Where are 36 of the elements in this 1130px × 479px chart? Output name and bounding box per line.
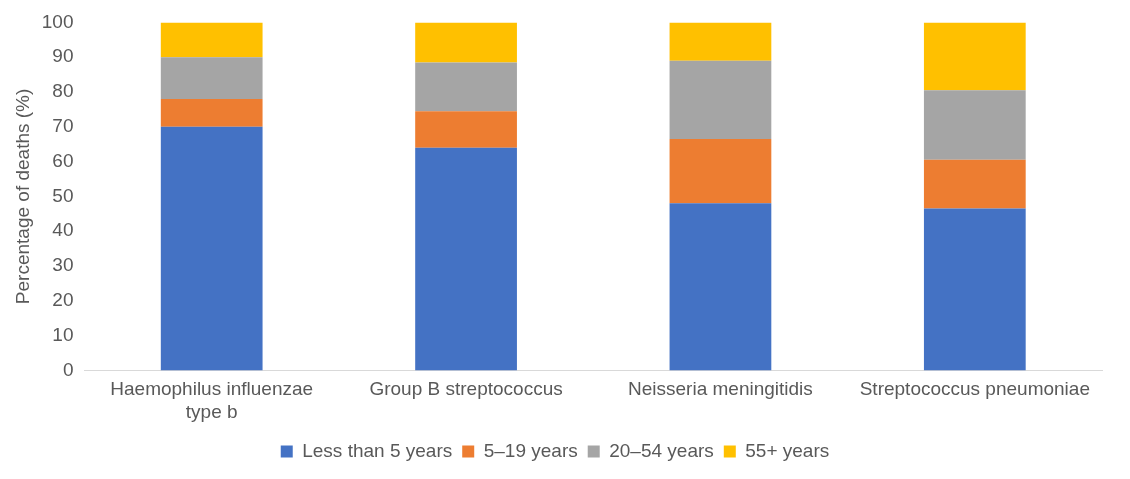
y-tick-label: 70 <box>52 115 74 137</box>
y-tick-label: 60 <box>52 149 74 171</box>
y-tick-label: 20 <box>52 289 74 311</box>
bar <box>415 147 517 371</box>
bar <box>160 22 263 58</box>
y-axis-title: Percentage of deaths (%) <box>11 88 33 305</box>
legend-label: 20–54 years <box>609 439 714 461</box>
y-tick-label: 30 <box>52 254 74 276</box>
x-tick-label: Group B streptococcus <box>369 378 563 400</box>
bar <box>415 62 517 112</box>
x-tick-label: Streptococcus pneumoniae <box>859 378 1090 400</box>
bar <box>415 22 517 63</box>
bar <box>669 22 772 61</box>
y-tick-label: 100 <box>41 10 74 32</box>
y-tick-label: 0 <box>62 358 74 380</box>
bar <box>669 138 772 204</box>
bar <box>415 111 517 148</box>
y-tick-label: 50 <box>52 184 74 206</box>
bar <box>669 60 772 139</box>
y-tick-label: 40 <box>52 219 74 241</box>
x-tick-label: Neisseria meningitidis <box>628 378 813 400</box>
legend-label: 5–19 years <box>483 439 578 461</box>
y-tick-label: 90 <box>52 45 74 67</box>
bar <box>160 57 263 99</box>
y-tick-label: 80 <box>52 80 74 102</box>
bar <box>923 159 1026 209</box>
x-tick-label: Haemophilus influenzae type b <box>110 378 314 422</box>
bar <box>160 98 263 127</box>
bar <box>923 90 1026 160</box>
bar <box>669 203 772 371</box>
y-tick-label: 10 <box>52 323 74 345</box>
legend-label: Less than 5 years <box>302 439 453 461</box>
bar <box>923 22 1026 91</box>
bar <box>160 126 263 371</box>
bar <box>923 208 1026 371</box>
legend-label: 55+ years <box>745 439 830 461</box>
